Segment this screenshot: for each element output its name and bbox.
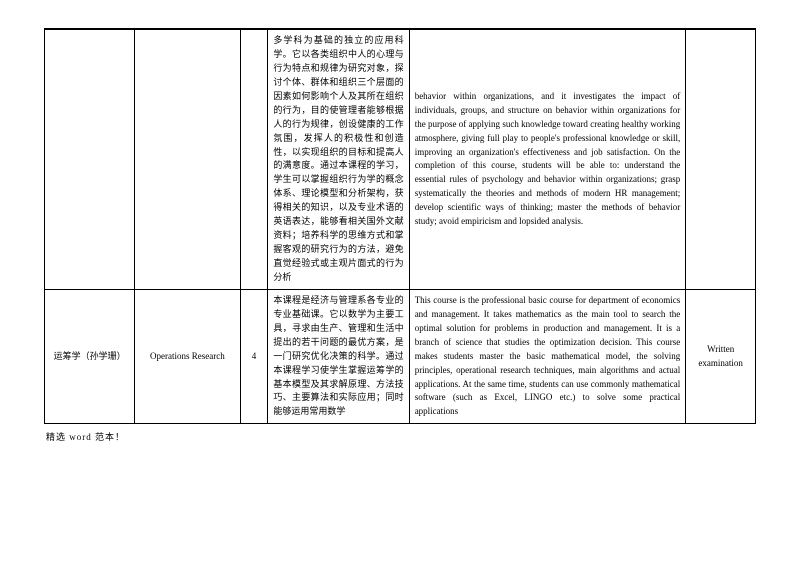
page-footer: 精选 word 范本！ bbox=[44, 424, 756, 443]
table-row: 运筹学（孙学珊） Operations Research 4 本课程是经济与管理… bbox=[45, 289, 756, 423]
cell-description-en: This course is the professional basic co… bbox=[409, 289, 686, 423]
cell-description-cn: 本课程是经济与管理系各专业的专业基础课。它以数学为主要工具，寻求由生产、管理和生… bbox=[268, 289, 409, 423]
cell-course-name-en: Operations Research bbox=[135, 289, 241, 423]
cell-description-cn: 多学科为基础的独立的应用科学。它以各类组织中人的心理与行为特点和规律为研究对象，… bbox=[268, 29, 409, 289]
cell-course-name-cn: 运筹学（孙学珊） bbox=[45, 289, 135, 423]
cell-course-name-en bbox=[135, 29, 241, 289]
cell-assessment: Written examination bbox=[686, 289, 756, 423]
cell-credits bbox=[240, 29, 268, 289]
cell-credits: 4 bbox=[240, 289, 268, 423]
cell-description-en: behavior within organizations, and it in… bbox=[409, 29, 686, 289]
document-page: 多学科为基础的独立的应用科学。它以各类组织中人的心理与行为特点和规律为研究对象，… bbox=[0, 0, 800, 443]
table-row: 多学科为基础的独立的应用科学。它以各类组织中人的心理与行为特点和规律为研究对象，… bbox=[45, 29, 756, 289]
cell-assessment bbox=[686, 29, 756, 289]
course-table: 多学科为基础的独立的应用科学。它以各类组织中人的心理与行为特点和规律为研究对象，… bbox=[44, 28, 756, 424]
cell-course-name-cn bbox=[45, 29, 135, 289]
